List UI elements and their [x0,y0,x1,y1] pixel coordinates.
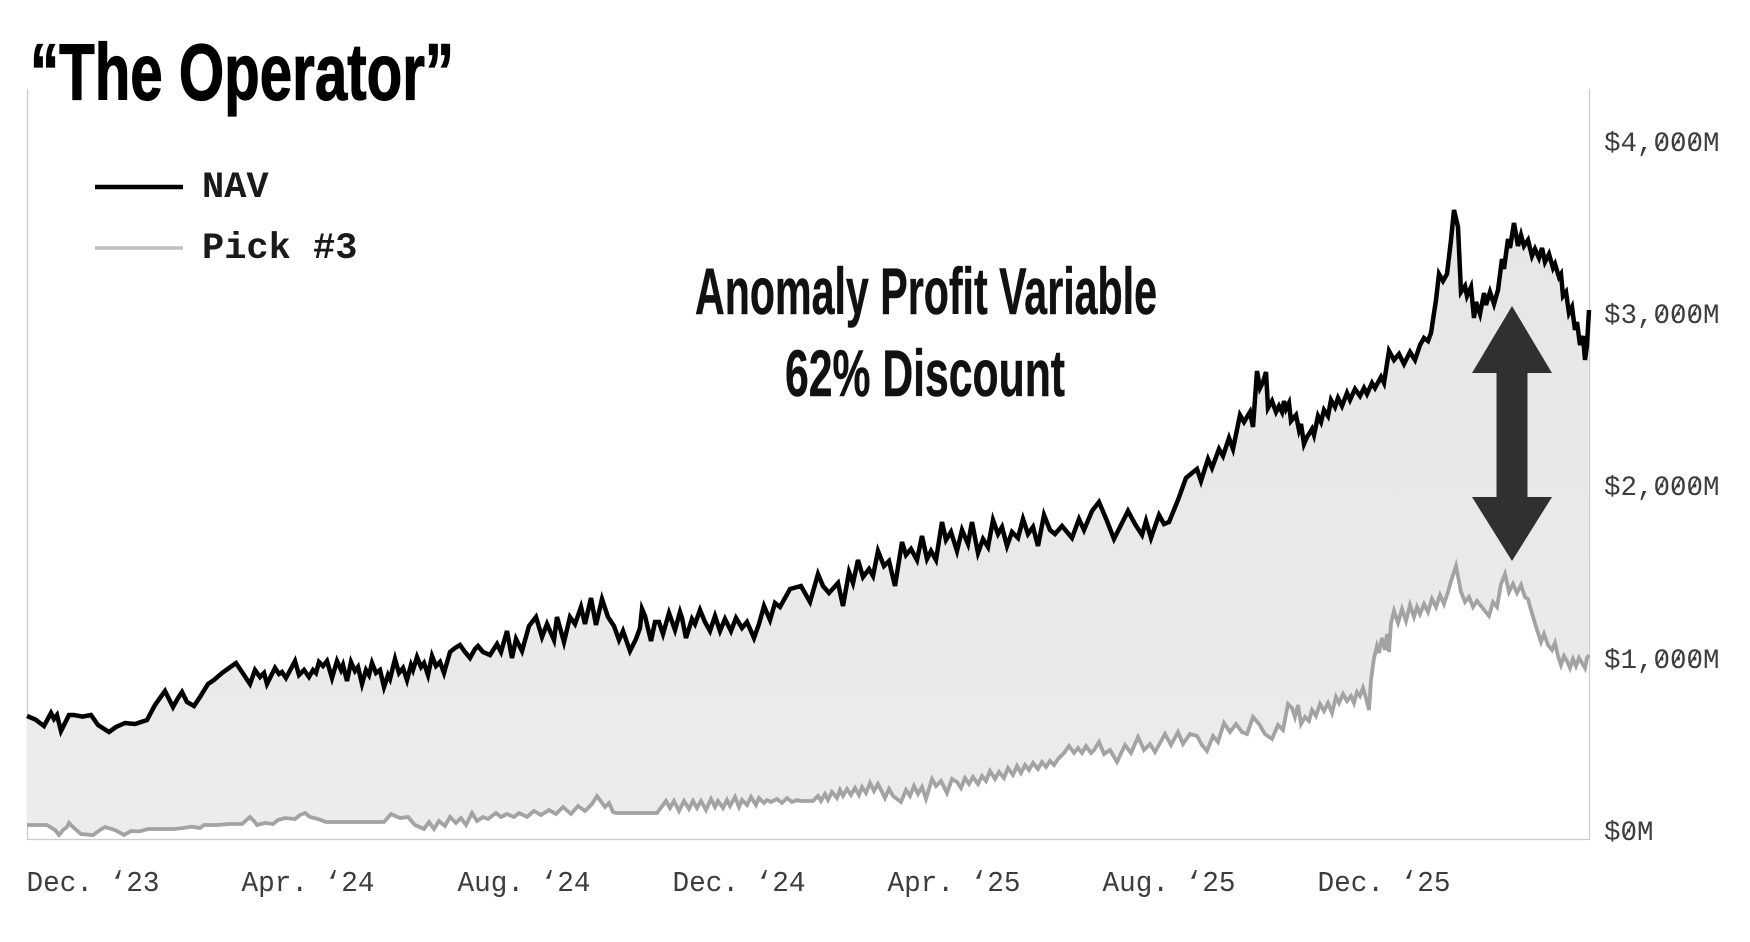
svg-text:Aug. ‘24: Aug. ‘24 [458,867,591,900]
svg-text:$3,000M: $3,000M [1604,301,1720,332]
svg-text:62% Discount: 62% Discount [785,336,1065,410]
svg-text:$2,000M: $2,000M [1604,473,1720,504]
svg-text:Anomaly Profit Variable: Anomaly Profit Variable [695,254,1157,328]
svg-text:NAV: NAV [202,167,269,209]
svg-text:Dec. ‘23: Dec. ‘23 [27,867,160,900]
svg-text:$4,000M: $4,000M [1604,129,1720,160]
svg-text:$1,000M: $1,000M [1604,646,1720,677]
svg-text:Dec. ‘25: Dec. ‘25 [1318,867,1451,900]
svg-text:Apr. ‘24: Apr. ‘24 [242,867,375,900]
svg-text:Pick #3: Pick #3 [202,228,357,270]
svg-text:Dec. ‘24: Dec. ‘24 [673,867,806,900]
svg-text:“The Operator”: “The Operator” [30,28,454,117]
svg-text:$0M: $0M [1604,818,1654,849]
svg-text:Aug. ‘25: Aug. ‘25 [1103,867,1236,900]
svg-text:Apr. ‘25: Apr. ‘25 [888,867,1021,900]
